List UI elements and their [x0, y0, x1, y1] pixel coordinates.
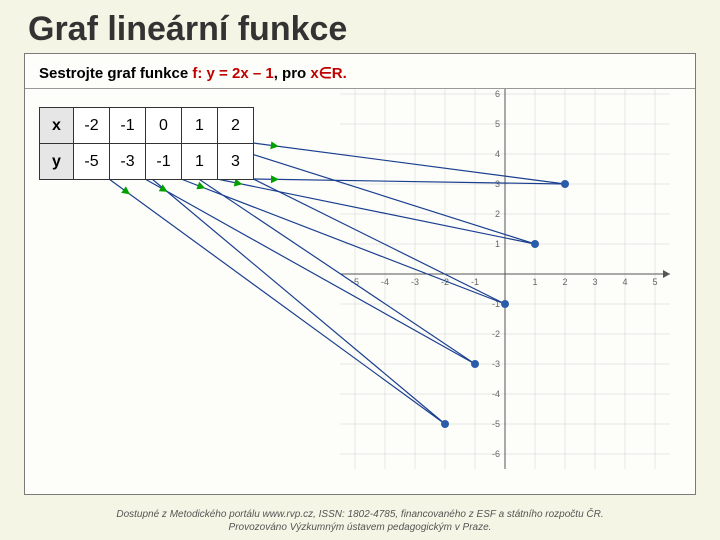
values-table: x -2 -1 0 1 2 y -5 -3 -1 1 3 — [39, 107, 254, 180]
svg-text:-6: -6 — [492, 449, 500, 459]
table-cell: -1 — [110, 108, 146, 144]
footer-citation: Dostupné z Metodického portálu www.rvp.c… — [0, 508, 720, 534]
svg-text:6: 6 — [495, 89, 500, 99]
svg-text:-5: -5 — [492, 419, 500, 429]
svg-text:5: 5 — [495, 119, 500, 129]
svg-text:-2: -2 — [492, 329, 500, 339]
table-cell: -5 — [74, 144, 110, 180]
footer-line1: Dostupné z Metodického portálu www.rvp.c… — [0, 508, 720, 521]
table-row: y -5 -3 -1 1 3 — [40, 144, 254, 180]
svg-text:3: 3 — [592, 277, 597, 287]
instruction: Sestrojte graf funkce f: y = 2x – 1, pro… — [25, 54, 695, 89]
table-cell: 1 — [182, 144, 218, 180]
instr-prefix: Sestrojte graf funkce — [39, 65, 192, 82]
svg-text:-3: -3 — [492, 359, 500, 369]
table-cell: -2 — [74, 108, 110, 144]
svg-text:-3: -3 — [411, 277, 419, 287]
svg-text:1: 1 — [495, 239, 500, 249]
table-row: x -2 -1 0 1 2 — [40, 108, 254, 144]
footer-line2: Provozováno Výzkumným ústavem pedagogick… — [0, 521, 720, 534]
content-box: Sestrojte graf funkce f: y = 2x – 1, pro… — [24, 53, 696, 495]
table-header-x: x — [40, 108, 74, 144]
svg-text:-1: -1 — [471, 277, 479, 287]
instr-mid: , pro — [274, 65, 311, 82]
chart-area: -5-4-3-2-112345-6-5-4-3-2-1123456 x -2 -… — [25, 89, 695, 491]
table-header-y: y — [40, 144, 74, 180]
table-cell: -1 — [146, 144, 182, 180]
svg-text:2: 2 — [562, 277, 567, 287]
svg-text:4: 4 — [495, 149, 500, 159]
svg-text:1: 1 — [532, 277, 537, 287]
table-cell: 3 — [218, 144, 254, 180]
instr-formula: f: y = 2x – 1 — [192, 65, 273, 82]
svg-text:-4: -4 — [381, 277, 389, 287]
table-cell: 1 — [182, 108, 218, 144]
page-title: Graf lineární funkce — [28, 10, 692, 49]
svg-text:3: 3 — [495, 179, 500, 189]
svg-text:5: 5 — [652, 277, 657, 287]
table-cell: -3 — [110, 144, 146, 180]
table-cell: 2 — [218, 108, 254, 144]
svg-text:2: 2 — [495, 209, 500, 219]
table-cell: 0 — [146, 108, 182, 144]
instr-set: x∈R. — [310, 65, 346, 82]
svg-text:4: 4 — [622, 277, 627, 287]
svg-text:-4: -4 — [492, 389, 500, 399]
